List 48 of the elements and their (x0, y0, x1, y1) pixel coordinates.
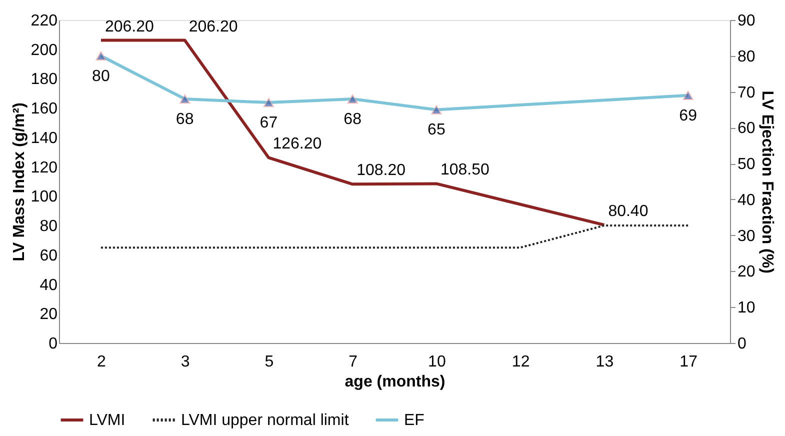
data-label: 108.50 (440, 162, 490, 179)
y-tick-label: 100 (30, 188, 58, 206)
x-tick-label: 3 (180, 354, 190, 370)
legend-label: LVMI upper normal limit (181, 412, 350, 429)
y-tick-label: 140 (30, 130, 58, 147)
y2-tick-label: 90 (738, 12, 756, 30)
y2-tick-label: 10 (738, 300, 756, 317)
y-tick-label: 180 (30, 71, 58, 88)
x-tick-label: 13 (596, 354, 614, 370)
y-tick-label: 0 (48, 336, 58, 352)
y2-tick-label: 30 (738, 228, 756, 245)
y-tick-label: 60 (40, 247, 58, 264)
y-tick-label: 80 (40, 218, 58, 236)
y-tick-label: 40 (40, 276, 58, 294)
legend-label: LVMI (89, 412, 126, 429)
y2-tick-label: 0 (738, 336, 746, 352)
data-label: 206.20 (188, 18, 238, 36)
data-label: 67 (260, 114, 278, 132)
y-axis-title: LV Mass Index (g/m²) (10, 102, 28, 262)
y-tick-label: 160 (30, 100, 58, 118)
data-label: 68 (344, 110, 362, 128)
x-tick-label: 17 (680, 354, 698, 370)
y-tick-label: 120 (30, 159, 58, 176)
data-label: 68 (176, 110, 194, 128)
data-label: 108.20 (356, 162, 406, 180)
y2-tick-label: 20 (738, 264, 756, 281)
x-tick-label: 10 (428, 354, 446, 370)
data-label: 80.40 (608, 202, 648, 220)
x-tick-label: 12 (512, 354, 530, 370)
y2-axis-title: LV Ejection Fraction (%) (758, 90, 776, 274)
data-label: 69 (679, 107, 698, 124)
y-tick-label: 220 (30, 12, 58, 30)
y-tick-label: 20 (40, 306, 58, 324)
y-tick-label: 200 (30, 42, 58, 59)
x-tick-label: 2 (96, 354, 106, 370)
y2-tick-label: 50 (738, 156, 756, 174)
y2-tick-label: 70 (738, 84, 756, 102)
y2-tick-label: 40 (738, 192, 756, 209)
y2-tick-label: 80 (738, 48, 756, 66)
data-label: 206.20 (104, 18, 154, 36)
data-label: 80 (92, 68, 110, 85)
data-label: 65 (428, 122, 446, 139)
x-tick-label: 5 (264, 354, 274, 370)
x-tick-label: 7 (348, 354, 358, 370)
y2-tick-label: 60 (738, 120, 756, 138)
x-axis-title: age (months) (344, 374, 446, 390)
legend-label: EF (404, 412, 425, 429)
data-label: 126.20 (272, 136, 322, 153)
